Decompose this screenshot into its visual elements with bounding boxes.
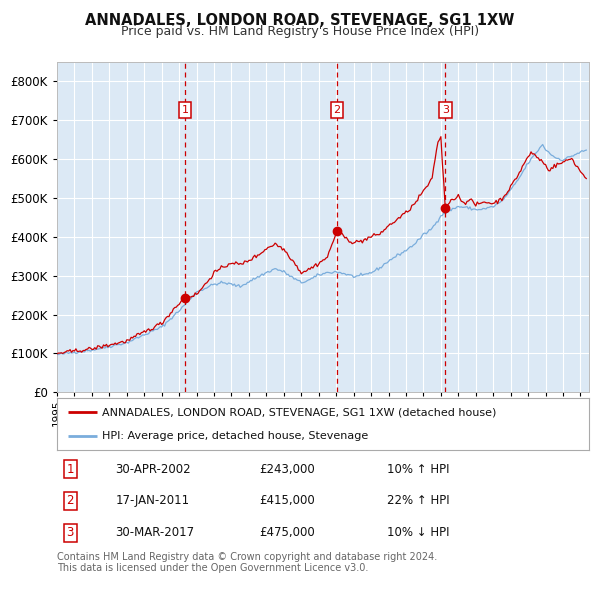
Text: 3: 3: [442, 105, 449, 115]
Text: 1: 1: [181, 105, 188, 115]
Text: 17-JAN-2011: 17-JAN-2011: [116, 494, 190, 507]
Text: £475,000: £475,000: [259, 526, 315, 539]
Text: ANNADALES, LONDON ROAD, STEVENAGE, SG1 1XW: ANNADALES, LONDON ROAD, STEVENAGE, SG1 1…: [85, 13, 515, 28]
Text: 2: 2: [67, 494, 74, 507]
Text: This data is licensed under the Open Government Licence v3.0.: This data is licensed under the Open Gov…: [57, 563, 368, 573]
Text: ANNADALES, LONDON ROAD, STEVENAGE, SG1 1XW (detached house): ANNADALES, LONDON ROAD, STEVENAGE, SG1 1…: [102, 407, 497, 417]
Text: 30-APR-2002: 30-APR-2002: [116, 463, 191, 476]
Text: 1: 1: [67, 463, 74, 476]
Text: 2: 2: [334, 105, 340, 115]
Text: £415,000: £415,000: [259, 494, 315, 507]
Text: Price paid vs. HM Land Registry's House Price Index (HPI): Price paid vs. HM Land Registry's House …: [121, 25, 479, 38]
Text: £243,000: £243,000: [259, 463, 315, 476]
Text: 30-MAR-2017: 30-MAR-2017: [116, 526, 194, 539]
Text: 10% ↓ HPI: 10% ↓ HPI: [387, 526, 449, 539]
Text: Contains HM Land Registry data © Crown copyright and database right 2024.: Contains HM Land Registry data © Crown c…: [57, 552, 437, 562]
Text: 22% ↑ HPI: 22% ↑ HPI: [387, 494, 449, 507]
Text: HPI: Average price, detached house, Stevenage: HPI: Average price, detached house, Stev…: [102, 431, 368, 441]
Text: 10% ↑ HPI: 10% ↑ HPI: [387, 463, 449, 476]
Text: 3: 3: [67, 526, 74, 539]
